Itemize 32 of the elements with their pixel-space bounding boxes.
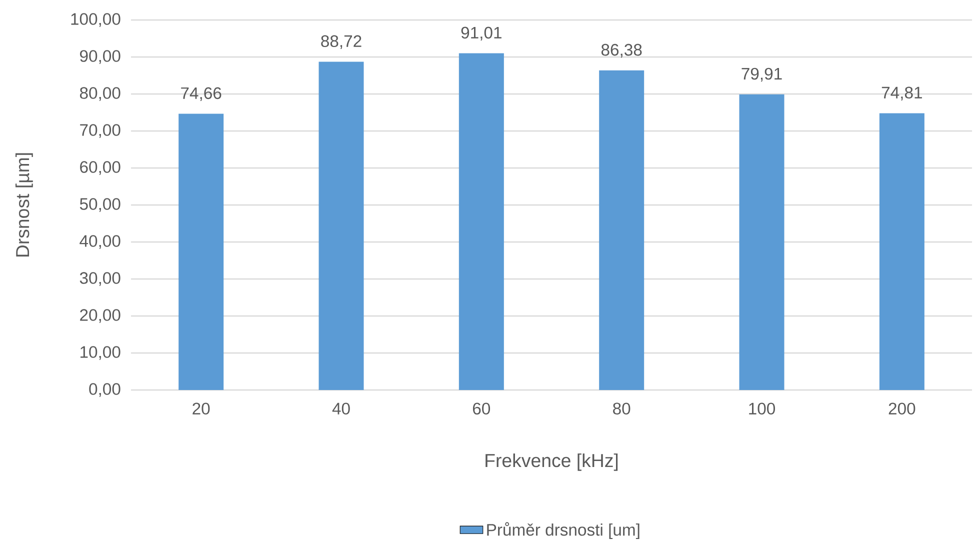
data-label: 91,01 bbox=[461, 26, 502, 41]
data-label: 74,66 bbox=[181, 87, 222, 102]
x-axis-title: Frekvence [kHz] bbox=[486, 453, 618, 471]
data-label: 86,38 bbox=[601, 44, 642, 58]
x-tick-label: 60 bbox=[472, 402, 490, 415]
bar bbox=[318, 62, 364, 390]
bar bbox=[458, 53, 504, 390]
bar bbox=[178, 114, 224, 390]
x-tick-label: 20 bbox=[192, 402, 210, 415]
data-label: 88,72 bbox=[321, 35, 362, 50]
y-tick-label: 50,00 bbox=[80, 198, 120, 212]
y-tick-label: 90,00 bbox=[80, 50, 120, 64]
y-tick-label: 80,00 bbox=[80, 87, 120, 101]
bar bbox=[599, 70, 644, 390]
y-tick-label: 0,00 bbox=[89, 383, 120, 397]
x-tick-label: 80 bbox=[613, 402, 630, 415]
bar bbox=[739, 94, 784, 390]
legend-label: Průměr drsnosti [um] bbox=[487, 522, 640, 540]
y-tick-label: 60,00 bbox=[80, 161, 120, 175]
x-tick-label: 40 bbox=[332, 402, 350, 415]
y-tick-label: 30,00 bbox=[80, 272, 120, 286]
y-tick-label: 70,00 bbox=[80, 124, 120, 138]
y-axis-title: Drsnost [µm] bbox=[15, 153, 33, 257]
bar bbox=[879, 113, 924, 390]
y-tick-label: 40,00 bbox=[80, 235, 120, 249]
x-tick-label: 200 bbox=[888, 402, 916, 415]
data-label: 79,91 bbox=[742, 68, 782, 82]
data-label: 74,81 bbox=[882, 86, 922, 100]
x-tick-label: 100 bbox=[749, 402, 775, 415]
y-tick-label: 20,00 bbox=[80, 309, 120, 323]
y-tick-label: 100,00 bbox=[71, 13, 120, 27]
y-tick-label: 10,00 bbox=[80, 346, 120, 360]
